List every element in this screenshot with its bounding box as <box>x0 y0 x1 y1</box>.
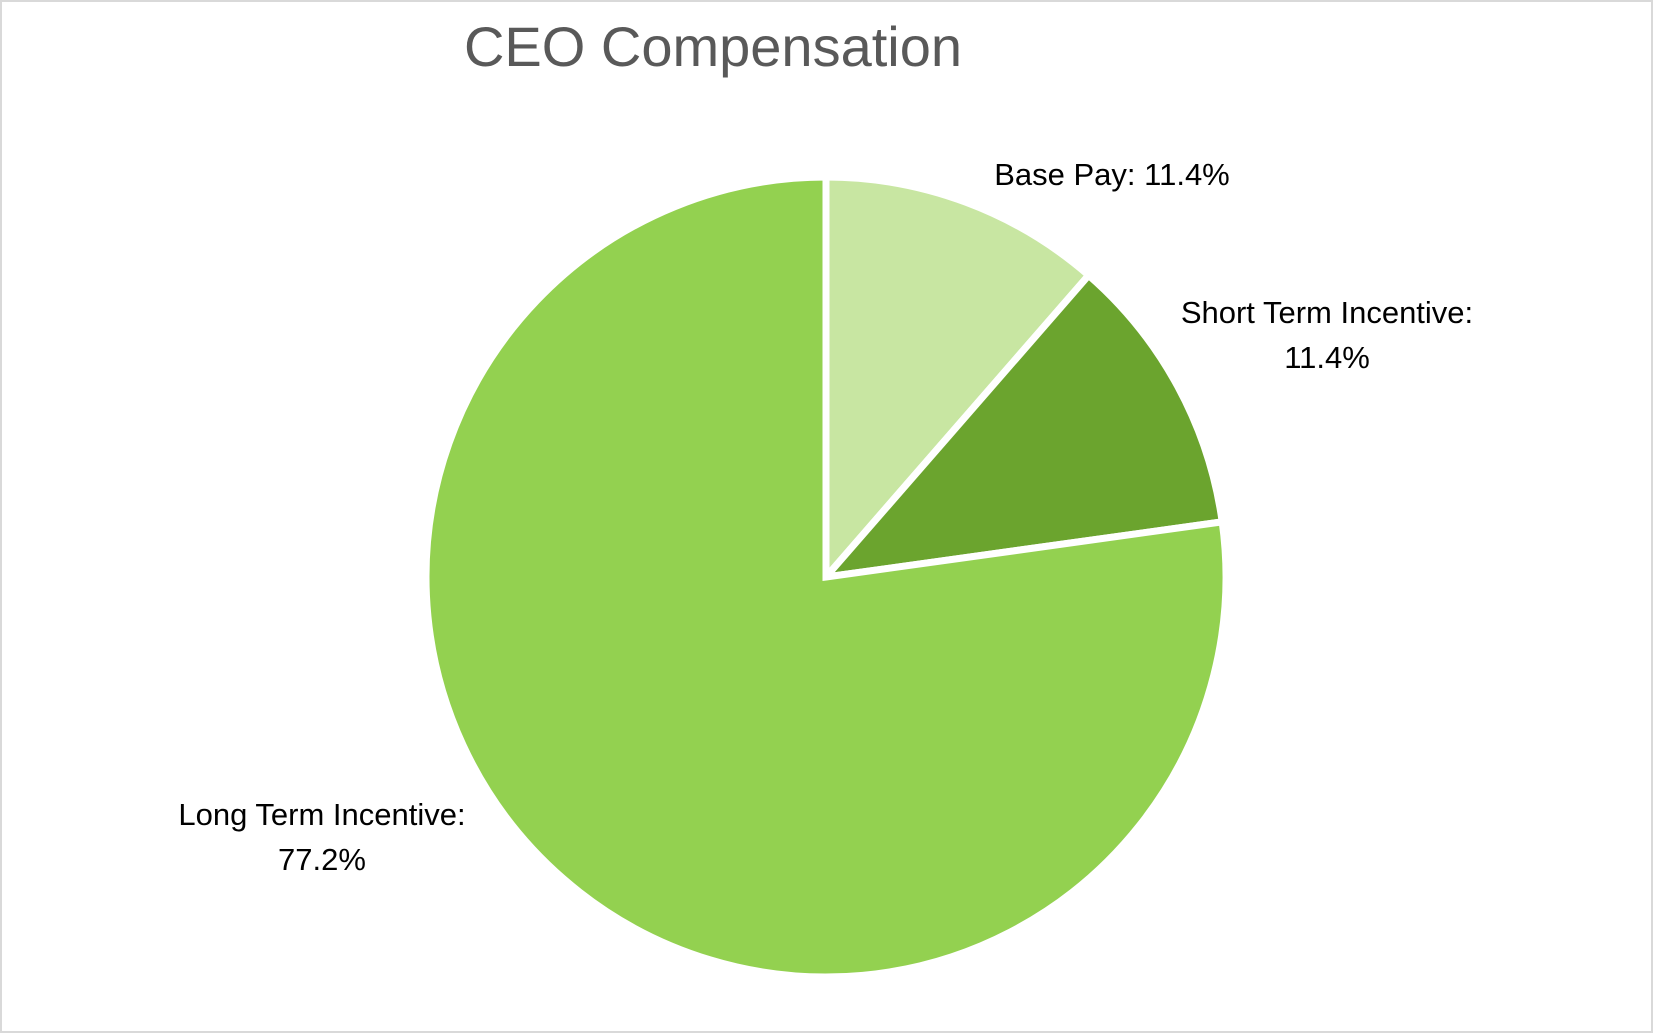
pie-slice-long-term-incentive <box>422 173 1230 981</box>
data-label-base-pay: Base Pay: 11.4% <box>994 157 1230 192</box>
chart-title: CEO Compensation <box>463 15 962 78</box>
pie-slices <box>422 173 1230 981</box>
data-label-long-term-incentive: Long Term Incentive: 77.2% <box>178 797 466 877</box>
pie-slice-base-pay <box>822 173 1094 587</box>
pie-slice-short-term-incentive <box>817 270 1227 582</box>
data-label-short-term-incentive: Short Term Incentive: 11.4% <box>1180 295 1474 375</box>
